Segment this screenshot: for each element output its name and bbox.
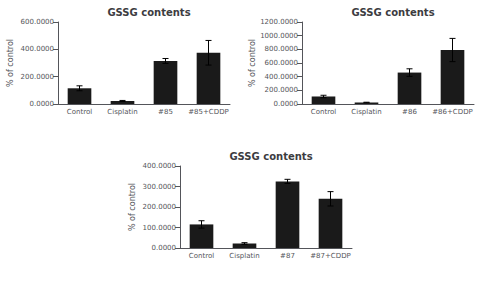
svg-text:Control: Control xyxy=(189,252,214,260)
svg-text:% of control: % of control xyxy=(248,39,257,87)
svg-text:#86+CDDP: #86+CDDP xyxy=(432,108,473,116)
svg-text:800.0000: 800.0000 xyxy=(265,45,298,53)
svg-text:#85: #85 xyxy=(158,108,173,116)
svg-text:100.0000: 100.0000 xyxy=(143,224,176,232)
svg-text:% of control: % of control xyxy=(6,39,15,87)
svg-text:400.0000: 400.0000 xyxy=(265,73,298,81)
svg-text:200.0000: 200.0000 xyxy=(21,73,54,81)
svg-text:GSSG contents: GSSG contents xyxy=(229,151,312,162)
svg-text:600.0000: 600.0000 xyxy=(21,18,54,26)
svg-text:200.0000: 200.0000 xyxy=(143,203,176,211)
svg-text:1000.0000: 1000.0000 xyxy=(260,32,298,40)
svg-text:% of control: % of control xyxy=(128,183,137,231)
svg-text:400.0000: 400.0000 xyxy=(143,162,176,170)
svg-text:GSSG contents: GSSG contents xyxy=(107,7,190,18)
svg-text:300.0000: 300.0000 xyxy=(143,183,176,191)
svg-text:400.0000: 400.0000 xyxy=(21,45,54,53)
svg-text:600.0000: 600.0000 xyxy=(265,59,298,67)
svg-text:#85+CDDP: #85+CDDP xyxy=(188,108,229,116)
svg-text:GSSG contents: GSSG contents xyxy=(351,7,434,18)
svg-text:200.0000: 200.0000 xyxy=(265,86,298,94)
svg-text:1200.0000: 1200.0000 xyxy=(260,18,298,26)
svg-text:0.0000: 0.0000 xyxy=(30,100,55,108)
svg-text:Cisplatin: Cisplatin xyxy=(351,108,381,116)
svg-text:Control: Control xyxy=(311,108,336,116)
svg-text:#87: #87 xyxy=(280,252,295,260)
svg-text:#87+CDDP: #87+CDDP xyxy=(310,252,351,260)
svg-text:Control: Control xyxy=(67,108,92,116)
svg-text:0.0000: 0.0000 xyxy=(274,100,299,108)
svg-text:Cisplatin: Cisplatin xyxy=(229,252,259,260)
svg-text:Cisplatin: Cisplatin xyxy=(107,108,137,116)
svg-text:#86: #86 xyxy=(402,108,417,116)
svg-text:0.0000: 0.0000 xyxy=(152,244,177,252)
